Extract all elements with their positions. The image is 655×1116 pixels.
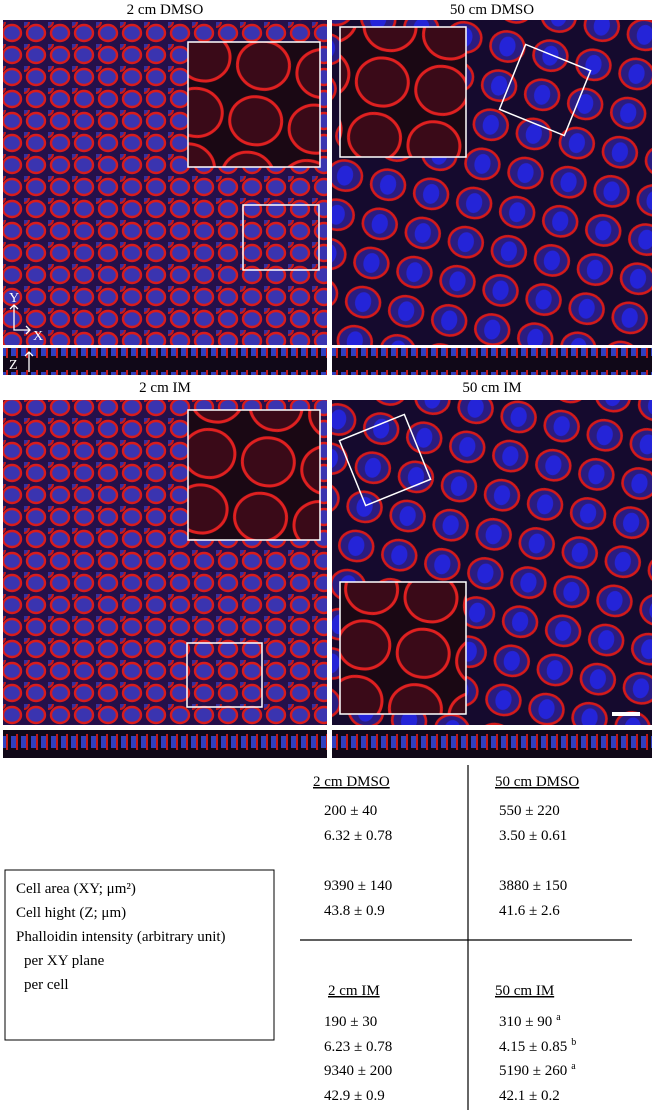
value: 9340 ± 200 bbox=[324, 1063, 392, 1079]
inset bbox=[187, 409, 321, 541]
panel-title: 50 cm IM bbox=[462, 380, 521, 396]
inset-box bbox=[186, 642, 263, 708]
z-section bbox=[3, 348, 327, 375]
cell-value: 200 ± 40 bbox=[324, 803, 377, 819]
column-header: 50 cm IM bbox=[495, 983, 554, 999]
cell-value: 5190 ± 260 a bbox=[499, 1061, 576, 1079]
legend-line: per cell bbox=[24, 977, 69, 993]
inset-box bbox=[498, 43, 592, 137]
cell-value: 550 ± 220 bbox=[499, 803, 560, 819]
value: 6.23 ± 0.78 bbox=[324, 1039, 392, 1055]
cell-value: 6.32 ± 0.78 bbox=[324, 828, 392, 844]
cell-value: 3880 ± 150 bbox=[499, 878, 567, 894]
value: 42.1 ± 0.2 bbox=[499, 1088, 560, 1104]
column-header: 2 cm DMSO bbox=[313, 774, 390, 790]
inset-box bbox=[242, 204, 320, 271]
panel-title: 50 cm DMSO bbox=[450, 2, 534, 18]
footnote-mark: a bbox=[556, 1012, 561, 1023]
cell-value: 190 ± 30 bbox=[324, 1014, 377, 1030]
value: 43.8 ± 0.9 bbox=[324, 903, 385, 919]
z-section bbox=[332, 730, 652, 758]
value: 550 ± 220 bbox=[499, 803, 560, 819]
value: 3880 ± 150 bbox=[499, 878, 567, 894]
value: 41.6 ± 2.6 bbox=[499, 903, 560, 919]
value: 200 ± 40 bbox=[324, 803, 377, 819]
footnote-mark: a bbox=[571, 1061, 576, 1072]
panel-title: 2 cm IM bbox=[139, 380, 191, 396]
column-header: 2 cm IM bbox=[328, 983, 380, 999]
legend-line: Cell hight (Z; μm) bbox=[16, 905, 126, 921]
cell-value: 9390 ± 140 bbox=[324, 878, 392, 894]
value: 190 ± 30 bbox=[324, 1014, 377, 1030]
axis-label: Y bbox=[9, 291, 19, 306]
legend-line: Cell area (XY; μm²) bbox=[16, 881, 136, 897]
value: 4.15 ± 0.85 bbox=[499, 1039, 567, 1055]
axis-label: X bbox=[33, 329, 43, 344]
inset bbox=[339, 581, 467, 715]
cell-value: 41.6 ± 2.6 bbox=[499, 903, 560, 919]
cell-value: 4.15 ± 0.85 b bbox=[499, 1037, 576, 1055]
cell-value: 42.9 ± 0.9 bbox=[324, 1088, 385, 1104]
footnote-mark: b bbox=[571, 1037, 576, 1048]
value: 9390 ± 140 bbox=[324, 878, 392, 894]
cell-value: 6.23 ± 0.78 bbox=[324, 1039, 392, 1055]
value: 5190 ± 260 bbox=[499, 1063, 567, 1079]
panel-title: 2 cm DMSO bbox=[127, 2, 204, 18]
axis-label: Z bbox=[9, 358, 18, 373]
z-section bbox=[332, 348, 652, 375]
inset bbox=[339, 26, 467, 158]
inset-box bbox=[338, 413, 432, 507]
cell-value: 9340 ± 200 bbox=[324, 1063, 392, 1079]
cell-value: 43.8 ± 0.9 bbox=[324, 903, 385, 919]
value: 310 ± 90 bbox=[499, 1014, 552, 1030]
legend-box bbox=[4, 869, 275, 1041]
z-section bbox=[3, 730, 327, 758]
cell-value: 310 ± 90 a bbox=[499, 1012, 561, 1030]
legend-line: Phalloidin intensity (arbitrary unit) bbox=[16, 929, 226, 945]
scale-bar bbox=[612, 712, 640, 716]
inset bbox=[187, 41, 321, 168]
column-header: 50 cm DMSO bbox=[495, 774, 579, 790]
images bbox=[3, 20, 652, 758]
z-arrow bbox=[24, 351, 34, 372]
value: 3.50 ± 0.61 bbox=[499, 828, 567, 844]
value: 42.9 ± 0.9 bbox=[324, 1088, 385, 1104]
cell-value: 3.50 ± 0.61 bbox=[499, 828, 567, 844]
axis-arrows bbox=[9, 304, 31, 335]
value: 6.32 ± 0.78 bbox=[324, 828, 392, 844]
cell-value: 42.1 ± 0.2 bbox=[499, 1088, 560, 1104]
legend-line: per XY plane bbox=[24, 953, 105, 969]
